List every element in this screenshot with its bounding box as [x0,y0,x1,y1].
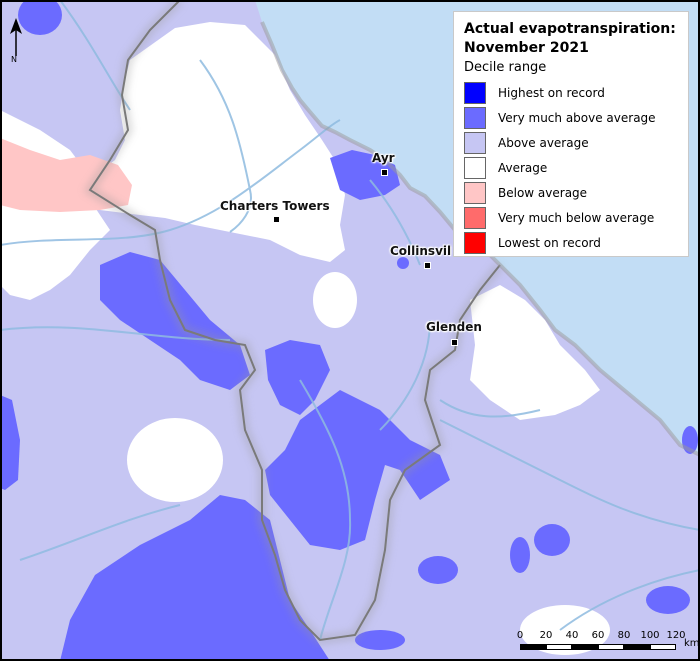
scale-tick-label: 0 [516,630,524,641]
scale-segment [624,644,650,650]
legend-item: Above average [464,130,678,155]
scale-unit: km [684,638,700,649]
legend-label: Very much below average [498,210,655,225]
average-area-east [470,285,600,420]
legend-label: Average [498,160,548,175]
legend-label: Above average [498,135,589,150]
legend-swatch [464,231,486,254]
average-area-central [313,272,357,328]
scale-tick-label: 60 [591,630,605,641]
scale-segment [650,644,676,650]
scale-tick-label: 20 [539,630,553,641]
average-area-north [85,22,345,262]
legend: Actual evapotranspiration: November 2021… [453,11,689,257]
scale-tick-label: 40 [565,630,579,641]
coastline [260,21,700,457]
legend-label: Lowest on record [498,235,601,250]
legend-label: Highest on record [498,85,605,100]
legend-label: Very much above average [498,110,656,125]
legend-label: Below average [498,185,588,200]
legend-item: Lowest on record [464,230,678,255]
place-label-ayr: Ayr [372,151,395,165]
average-area-south [127,418,223,502]
north-label: N [11,55,17,64]
scale-tick-label: 80 [617,630,631,641]
legend-swatch [464,106,486,129]
legend-item: Highest on record [464,80,678,105]
scale-tick-label: 120 [666,630,686,641]
north-arrow-icon [10,18,22,56]
legend-swatch [464,131,486,154]
legend-item: Below average [464,180,678,205]
legend-swatch [464,206,486,229]
legend-title-line2: November 2021 [464,40,589,56]
legend-item: Very much above average [464,105,678,130]
scale-bar: km 0 20 40 60 80 100 120 [516,630,700,658]
legend-item: Average [464,155,678,180]
place-label-collinsville: Collinsvil [390,244,452,258]
ayr-marker [381,169,388,176]
legend-item: Very much below average [464,205,678,230]
legend-items: Highest on record Very much above average… [464,80,678,255]
place-label-charters-towers: Charters Towers [220,199,330,213]
average-area-southeast [520,605,610,655]
scale-segment [520,644,546,650]
place-label-glenden: Glenden [426,320,482,334]
rivers [0,0,700,641]
legend-title-line1: Actual evapotranspiration: [464,21,676,37]
scale-segment [572,644,598,650]
legend-swatch [464,156,486,179]
region-boundary [83,0,504,645]
scale-segment [598,644,624,650]
legend-subtitle: Decile range [464,60,547,75]
scale-segment [546,644,572,650]
collinsville-marker [424,262,431,269]
glenden-marker [451,339,458,346]
legend-swatch [464,181,486,204]
charters-towers-marker [273,216,280,223]
scale-tick-label: 100 [640,630,660,641]
legend-swatch [464,81,486,104]
